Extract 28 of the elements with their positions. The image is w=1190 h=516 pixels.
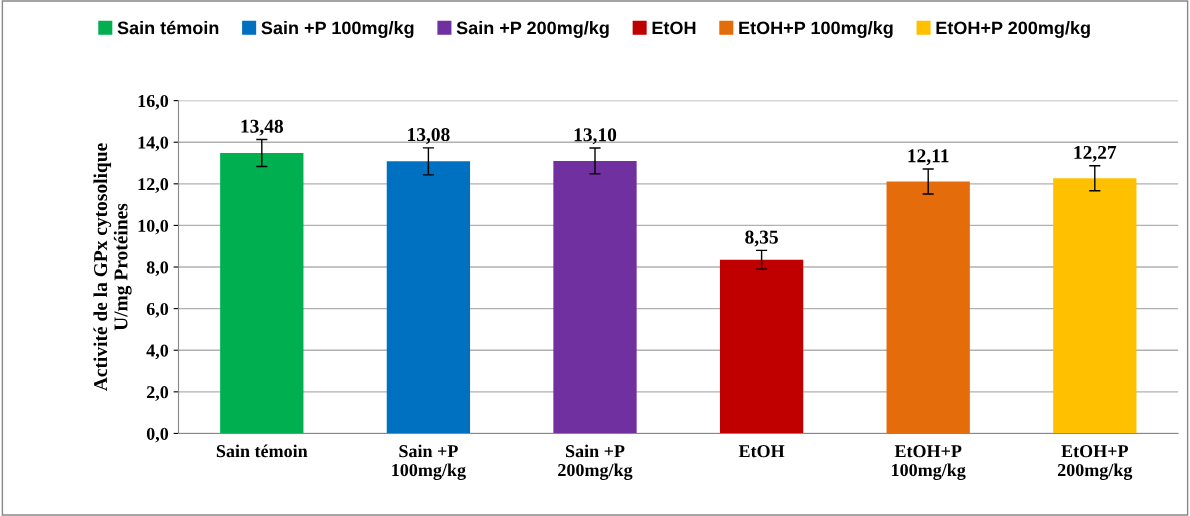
y-tick-label: 4,0 xyxy=(146,344,169,360)
data-label: 13,48 xyxy=(241,119,284,136)
y-tick-label: 14,0 xyxy=(138,136,169,152)
legend-label: EtOH+P 200mg/kg xyxy=(936,21,1090,38)
data-label: 12,27 xyxy=(1074,145,1117,162)
data-label: 13,10 xyxy=(574,128,617,145)
y-tick-label: 10,0 xyxy=(138,219,169,235)
y-tick-label: 6,0 xyxy=(146,302,169,318)
legend-label: Sain +P 200mg/kg xyxy=(456,21,609,38)
legend-label: Sain témoin xyxy=(117,20,219,35)
legend-label: EtOH xyxy=(652,21,696,35)
x-tick-label: EtOH xyxy=(738,445,785,458)
data-label: 12,11 xyxy=(908,149,949,166)
x-tick-label: Sain témoin xyxy=(216,444,308,458)
x-tick-label: Sain +P 200mg/kg xyxy=(558,444,633,480)
y-tick-label: 16,0 xyxy=(138,94,169,110)
y-tick-label: 0,0 xyxy=(146,427,169,443)
x-tick-label: EtOH+P 200mg/kg xyxy=(1057,445,1133,480)
legend-label: Sain +P 100mg/kg xyxy=(261,21,414,38)
legend-label: EtOH+P 100mg/kg xyxy=(739,21,893,38)
y-tick-label: 12,0 xyxy=(138,178,169,193)
y-axis-title: Activité de la GPx cytosolique U/mg Protéines xyxy=(93,143,132,392)
x-tick-label: EtOH+P 100mg/kg xyxy=(892,445,966,480)
x-tick-label: Sain +P 100mg/kg xyxy=(392,444,466,480)
data-label: 8,35 xyxy=(745,230,778,247)
data-label: 13,08 xyxy=(408,127,450,144)
y-tick-label: 8,0 xyxy=(146,261,169,277)
y-tick-label: 2,0 xyxy=(146,386,169,401)
